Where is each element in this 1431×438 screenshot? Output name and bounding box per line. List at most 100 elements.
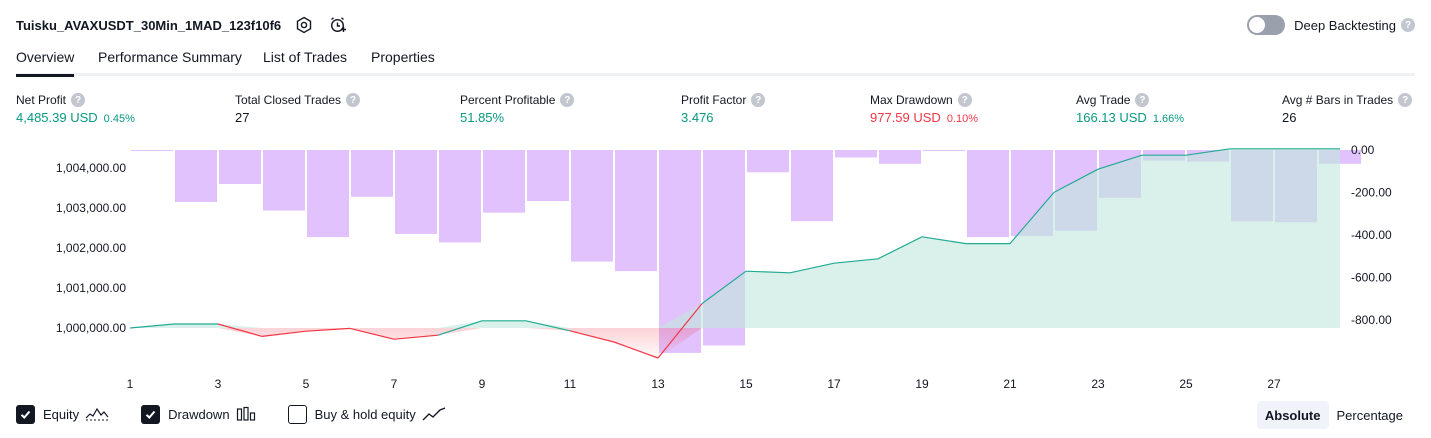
equity-line-segment xyxy=(1053,168,1099,193)
legend-label: Buy & hold equity xyxy=(314,406,416,422)
x-axis-tick-label: 17 xyxy=(827,377,841,391)
toggle-knob xyxy=(1249,17,1266,33)
equity-line-segment xyxy=(437,320,483,336)
equity-line-segment xyxy=(1009,192,1055,244)
help-icon[interactable]: ? xyxy=(1398,93,1413,107)
metric-label: Net Profit xyxy=(16,93,67,107)
percentage-mode-button[interactable]: Percentage xyxy=(1336,407,1404,423)
drawdown-bar xyxy=(967,150,1009,238)
x-axis-tick-label: 7 xyxy=(391,377,398,391)
drawdown-bar xyxy=(923,150,965,151)
equity-checkbox[interactable] xyxy=(16,404,35,424)
strategy-header: Tuisku_AVAXUSDT_30Min_1MAD_123f10f6 xyxy=(16,13,349,37)
left-axis-tick-label: 1,001,000.00 xyxy=(56,281,126,295)
help-icon[interactable]: ? xyxy=(560,93,575,107)
equity-line-segment xyxy=(217,323,263,337)
help-icon[interactable]: ? xyxy=(71,93,86,107)
tab-list-of-trades[interactable]: List of Trades xyxy=(263,49,348,65)
legend-label: Equity xyxy=(43,406,80,422)
metric-value: 27 xyxy=(235,110,250,125)
x-axis-tick-label: 5 xyxy=(303,377,310,391)
equity-line-segment xyxy=(1097,154,1143,170)
drawdown-bar xyxy=(483,150,525,213)
equity-line-segment xyxy=(525,320,571,332)
help-icon[interactable]: ? xyxy=(1401,18,1415,32)
metric-value: 977.59 USD xyxy=(870,110,941,125)
x-axis-tick-label: 1 xyxy=(127,377,134,391)
drawdown-bar xyxy=(879,150,921,164)
left-axis-tick-label: 1,004,000.00 xyxy=(56,161,126,175)
equity-line-segment xyxy=(569,330,615,343)
metric-avg-trade: Avg Trade? 166.13 USD 1.66% xyxy=(1076,93,1184,125)
help-icon[interactable]: ? xyxy=(346,93,361,107)
absolute-mode-button[interactable]: Absolute xyxy=(1256,401,1329,429)
metric-percent-profitable: Percent Profitable? 51.85% xyxy=(460,93,575,125)
right-axis-tick-label: -600.00 xyxy=(1351,271,1392,285)
left-axis-tick-label: 1,000,000.00 xyxy=(56,321,126,335)
x-axis-tick-label: 27 xyxy=(1267,377,1281,391)
drawdown-bar xyxy=(307,150,349,238)
x-axis-tick-label: 3 xyxy=(215,377,222,391)
metric-value: 166.13 USD xyxy=(1076,110,1147,125)
metric-value: 3.476 xyxy=(681,110,714,125)
equity-line-segment xyxy=(261,330,307,337)
x-axis-tick-label: 25 xyxy=(1179,377,1193,391)
x-axis-tick-label: 15 xyxy=(739,377,753,391)
metrics-row: Net Profit? 4,485.39 USD 0.45% Total Clos… xyxy=(0,93,1431,129)
left-axis-tick-label: 1,003,000.00 xyxy=(56,201,126,215)
equity-line-segment xyxy=(129,323,175,329)
chart-legend: Equity Drawdown Buy & hold equity xyxy=(16,403,478,425)
deep-backtesting-toggle[interactable] xyxy=(1247,15,1286,35)
drawdown-bar xyxy=(835,150,877,158)
drawdown-bar xyxy=(351,150,393,197)
equity-line-segment xyxy=(745,270,791,274)
metric-value: 26 xyxy=(1282,110,1297,125)
metric-profit-factor: Profit Factor? 3.476 xyxy=(681,93,766,125)
equity-line-icon xyxy=(85,406,109,422)
x-axis-tick-label: 21 xyxy=(1003,377,1017,391)
equity-line-segment xyxy=(789,262,835,274)
metric-label: Total Closed Trades xyxy=(235,93,342,107)
help-icon[interactable]: ? xyxy=(751,93,766,107)
help-icon[interactable]: ? xyxy=(957,93,972,107)
x-axis-tick-label: 11 xyxy=(564,377,577,391)
equity-line-segment xyxy=(833,258,879,264)
drawdown-bar xyxy=(571,150,613,262)
legend-buy-hold-equity[interactable]: Buy & hold equity xyxy=(287,404,446,424)
equity-line-segment xyxy=(393,334,439,340)
drawdown-bar xyxy=(791,150,833,222)
legend-drawdown[interactable]: Drawdown xyxy=(141,404,256,424)
legend-equity[interactable]: Equity xyxy=(16,404,109,424)
equity-line-segment xyxy=(305,327,351,332)
tab-performance-summary[interactable]: Performance Summary xyxy=(98,49,242,65)
drawdown-bar xyxy=(395,150,437,234)
drawdown-bar xyxy=(131,150,173,151)
metric-value: 51.85% xyxy=(460,110,505,125)
help-icon[interactable]: ? xyxy=(1135,93,1150,107)
drawdown-checkbox[interactable] xyxy=(141,404,161,424)
right-axis-tick-label: -400.00 xyxy=(1351,228,1392,242)
right-axis-tick-label: 0.00 xyxy=(1351,143,1375,157)
equity-line-segment xyxy=(701,270,747,305)
metric-label: Avg Trade xyxy=(1076,93,1131,107)
buy-hold-checkbox[interactable] xyxy=(287,404,307,424)
drawdown-bars-icon xyxy=(236,406,256,422)
metric-net-profit: Net Profit? 4,485.39 USD 0.45% xyxy=(16,93,135,125)
equity-line-segment xyxy=(921,236,967,245)
metric-percent: 0.45% xyxy=(103,113,135,125)
strategy-title: Tuisku_AVAXUSDT_30Min_1MAD_123f10f6 xyxy=(16,17,282,33)
metric-label: Avg # Bars in Trades xyxy=(1282,93,1394,107)
display-mode-switch: Absolute Percentage xyxy=(1256,401,1411,429)
left-axis-tick-label: 1,002,000.00 xyxy=(56,241,126,255)
add-alert-icon[interactable] xyxy=(327,14,349,36)
metric-percent: 1.66% xyxy=(1152,113,1185,125)
legend-label: Drawdown xyxy=(168,406,230,422)
tab-overview[interactable]: Overview xyxy=(16,49,75,77)
x-axis-tick-label: 9 xyxy=(479,377,486,391)
equity-line-segment xyxy=(613,341,659,359)
settings-icon[interactable] xyxy=(293,14,315,36)
drawdown-bar xyxy=(175,150,217,203)
metric-label: Profit Factor xyxy=(681,93,747,107)
metric-max-drawdown: Max Drawdown? 977.59 USD 0.10% xyxy=(870,93,978,125)
tab-properties[interactable]: Properties xyxy=(371,49,435,65)
